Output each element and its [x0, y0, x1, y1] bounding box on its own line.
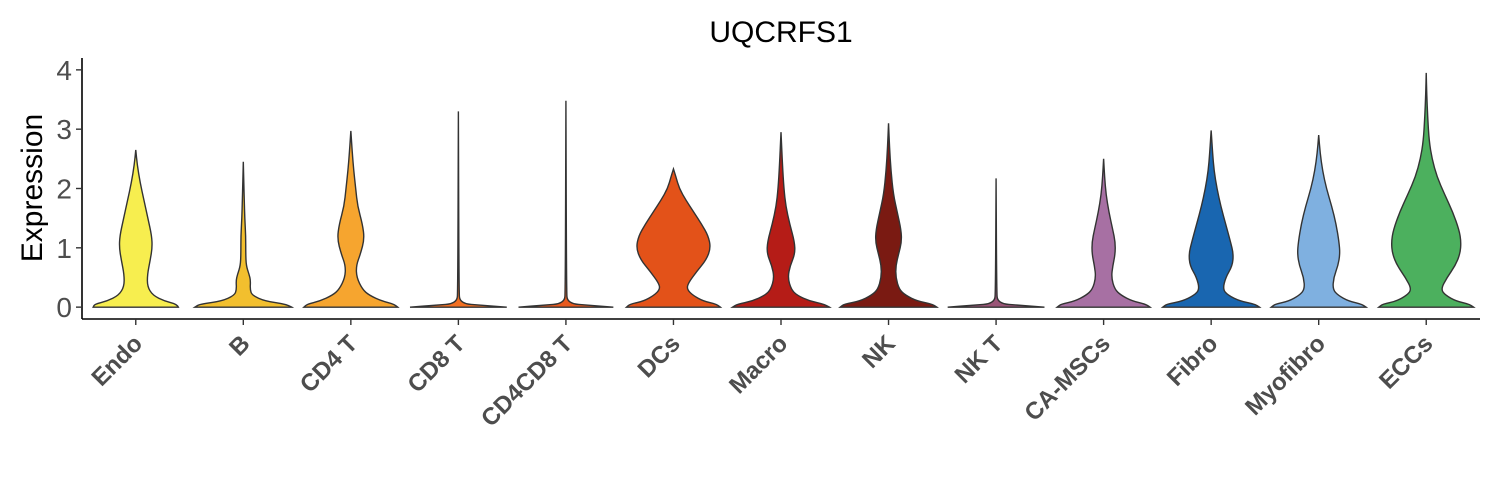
y-tick-label: 1 [56, 233, 72, 264]
x-tick-label: Myofibro [1240, 330, 1331, 421]
violin-ca-mscs [1055, 158, 1153, 308]
violin-eccs [1376, 72, 1476, 308]
y-tick-label: 0 [56, 292, 72, 323]
violin-macro [730, 132, 832, 308]
x-tick-label: CD4CD8 T [476, 330, 578, 432]
x-tick-label: CD4 T [295, 330, 363, 398]
violins-group [92, 72, 1476, 308]
violin-dcs [624, 166, 723, 308]
violin-fibro [1160, 130, 1262, 308]
y-tick-label: 4 [56, 55, 72, 86]
violin-nk-t [947, 178, 1045, 308]
violin-cd4cd8-t [518, 100, 614, 308]
y-axis: 0 1 2 3 4 [56, 55, 83, 323]
violin-nk [838, 123, 939, 308]
violin-endo [92, 149, 180, 308]
violin-b [192, 161, 295, 308]
violin-myofibro [1269, 135, 1369, 308]
x-axis: Endo B CD4 T CD8 T CD4CD8 T DCs Macro NK NK T CA-… [82, 318, 1480, 432]
x-tick-label: B [224, 330, 255, 361]
x-tick-label: CA-MSCs [1019, 330, 1115, 426]
y-axis-label: Expression [16, 114, 49, 262]
violin-cd4-t [302, 130, 400, 308]
x-tick-label: ECCs [1374, 330, 1438, 394]
chart-title: UQCRFS1 [709, 16, 852, 49]
x-tick-label: CD8 T [403, 330, 471, 398]
x-tick-label: NK T [950, 330, 1009, 389]
x-tick-label: DCs [633, 330, 686, 383]
violin-cd8-t [409, 111, 507, 308]
x-tick-label: NK [857, 330, 901, 374]
y-tick-label: 2 [56, 174, 72, 205]
x-tick-label: Fibro [1162, 330, 1224, 392]
y-tick-label: 3 [56, 114, 72, 145]
x-tick-label: Endo [86, 330, 148, 392]
x-tick-label: Macro [724, 330, 793, 399]
